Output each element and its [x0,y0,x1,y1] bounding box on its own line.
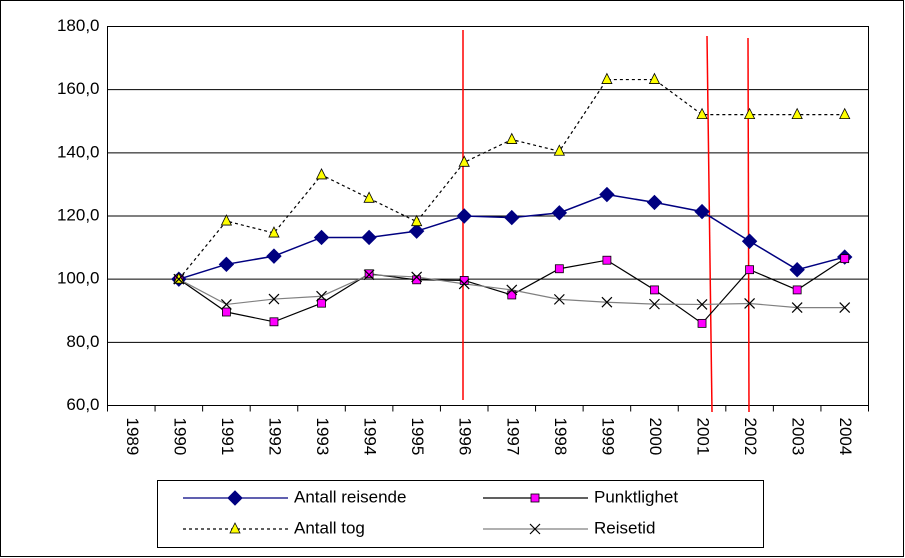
x-tick-label: 1993 [313,418,332,456]
marker-line [706,35,713,413]
marker [361,229,377,246]
marker [840,254,850,264]
marker [741,233,758,249]
marker [646,194,663,211]
marker [743,107,756,120]
marker [315,168,328,180]
marker [650,285,659,295]
marker [745,265,754,275]
marker [313,229,330,246]
marker [363,191,375,203]
marker [601,72,613,84]
marker [220,214,233,226]
marker [411,271,423,283]
x-tick-label: 1995 [408,418,427,456]
x-tick-label: 2003 [789,418,808,456]
marker [456,208,472,224]
legend-marker [227,490,243,506]
marker [458,155,470,167]
marker [266,248,282,264]
x-tick-label: 1989 [123,418,142,456]
marker-line [747,37,750,413]
y-tick-label: 180,0 [57,16,100,35]
y-tick-label: 140,0 [57,142,100,161]
marker [269,317,279,327]
x-tick-label: 1990 [170,418,189,456]
marker [649,298,660,310]
x-tick-label: 2004 [836,418,855,456]
marker [458,278,470,290]
marker [220,299,232,310]
x-tick-label: 1992 [265,418,284,456]
marker [412,275,422,285]
x-tick-label: 1998 [551,418,570,456]
legend-label: Punktlighet [594,487,678,506]
legend-label: Reisetid [594,518,655,537]
legend-label: Antall tog [294,518,365,537]
marker [218,256,235,273]
marker [602,255,612,265]
marker [553,144,565,156]
x-tick-label: 1996 [456,418,475,456]
marker [601,296,613,308]
marker [839,107,851,120]
marker [551,205,568,221]
x-tick-label: 1999 [598,418,617,456]
marker [506,132,518,144]
marker [408,223,425,239]
marker [694,203,710,220]
marker [411,214,423,227]
marker [268,226,280,238]
marker [173,273,185,285]
marker [648,72,661,84]
marker [222,307,231,317]
marker [507,290,517,300]
legend [157,480,764,548]
marker [791,107,803,120]
marker [696,107,708,120]
marker [744,298,756,309]
marker [363,269,375,281]
legend-marker [229,522,241,534]
y-tick-label: 120,0 [57,205,100,224]
y-tick-label: 100,0 [57,269,100,288]
y-tick-label: 80,0 [66,332,99,351]
marker [792,285,802,295]
marker [697,318,707,328]
x-tick-label: 1997 [503,418,522,456]
x-tick-label: 2002 [741,418,760,456]
marker [789,261,805,278]
y-tick-label: 60,0 [66,395,99,414]
legend-marker [529,523,541,535]
marker [173,272,185,284]
legend-marker [530,493,540,503]
marker [506,284,518,296]
marker [268,293,280,305]
plot-border [107,26,869,406]
marker [364,269,374,279]
marker [316,290,327,302]
marker [553,293,565,305]
y-tick-label: 160,0 [57,79,100,98]
x-tick-label: 2001 [694,418,713,456]
marker [791,302,803,314]
marker [696,299,708,310]
marker [554,264,564,274]
marker [839,302,851,314]
marker [504,209,520,226]
x-tick-label: 1991 [218,418,237,456]
marker [317,298,326,308]
legend-label: Antall reisende [294,487,406,506]
x-tick-label: 1994 [361,418,380,456]
x-tick-label: 2000 [646,418,665,456]
marker [599,186,615,203]
